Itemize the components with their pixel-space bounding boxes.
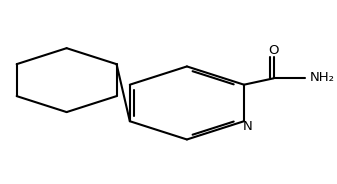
- Text: N: N: [243, 120, 253, 133]
- Text: O: O: [268, 44, 279, 57]
- Text: NH₂: NH₂: [310, 71, 335, 84]
